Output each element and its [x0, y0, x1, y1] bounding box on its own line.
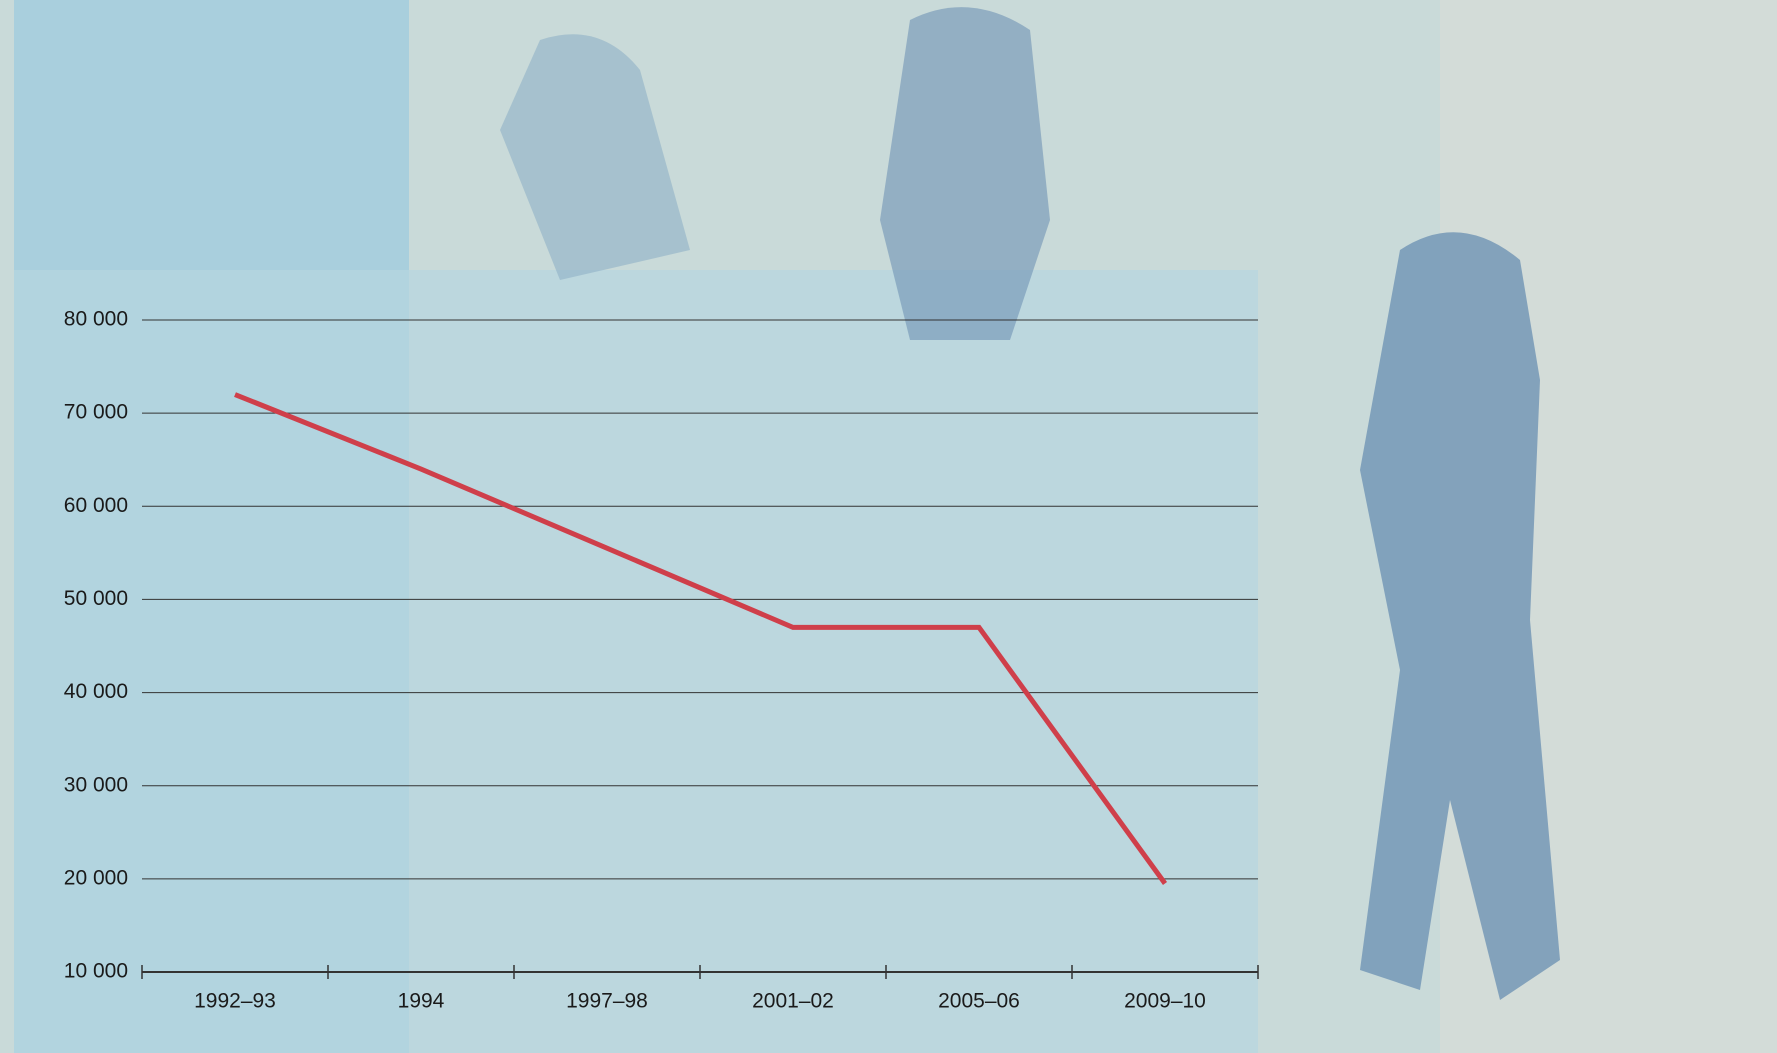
y-tick-label: 20 000	[64, 866, 128, 889]
plot-backdrop	[14, 270, 1258, 1053]
chart: 10 000 20 000 30 000 40 000 50 000 60 000 70 0…	[0, 0, 1777, 1053]
y-tick-label: 40 000	[64, 680, 128, 703]
page: {"chart_data": {"type": "line", "categor…	[0, 0, 1777, 1053]
player-silhouette	[880, 7, 1050, 340]
x-tick-label: 2005–06	[938, 990, 1020, 1013]
y-tick-label: 30 000	[64, 773, 128, 796]
x-tick-label: 1997–98	[566, 990, 648, 1013]
x-tick-label: 1992–93	[194, 990, 276, 1013]
y-tick-label: 10 000	[64, 960, 128, 983]
y-tick-label: 50 000	[64, 587, 128, 610]
x-tick-label: 2001–02	[752, 990, 834, 1013]
x-tick-label: 2009–10	[1124, 990, 1206, 1013]
y-tick-label: 70 000	[64, 401, 128, 424]
x-tick-label: 1994	[398, 990, 445, 1013]
y-tick-label: 60 000	[64, 494, 128, 517]
y-tick-label: 80 000	[64, 308, 128, 331]
